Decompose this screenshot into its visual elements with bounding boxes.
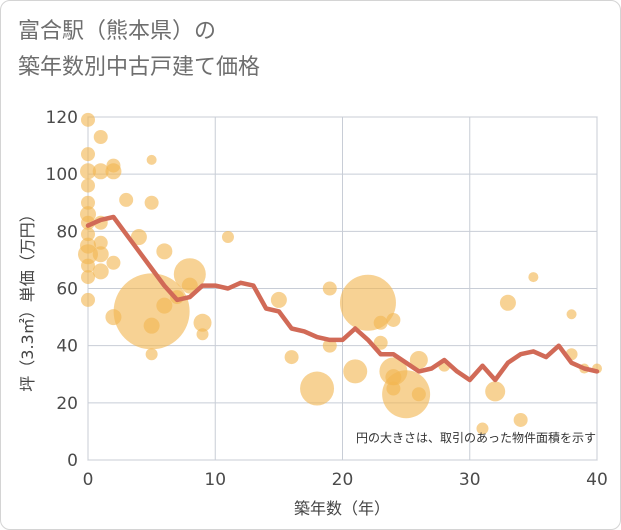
data-bubble bbox=[81, 195, 95, 210]
x-tick-label: 10 bbox=[204, 470, 226, 490]
data-bubble bbox=[81, 178, 95, 193]
data-bubble bbox=[143, 317, 160, 334]
data-bubble bbox=[81, 112, 95, 127]
data-bubble bbox=[221, 231, 234, 244]
x-tick-label: 40 bbox=[586, 470, 608, 490]
y-tick-label: 0 bbox=[67, 451, 78, 471]
y-tick-label: 40 bbox=[56, 337, 78, 357]
chart-title: 富合駅（熊本県）の 築年数別中古戸建て価格 bbox=[18, 14, 260, 86]
data-bubble bbox=[513, 412, 528, 427]
data-bubble bbox=[373, 335, 388, 350]
data-bubble bbox=[144, 195, 159, 210]
data-bubble bbox=[270, 291, 287, 308]
data-bubble bbox=[93, 235, 108, 250]
data-bubble bbox=[130, 229, 147, 246]
y-tick-label: 100 bbox=[46, 165, 78, 185]
data-bubble bbox=[411, 387, 426, 402]
trend-line bbox=[85, 214, 600, 383]
x-axis-label: 築年数（年） bbox=[294, 499, 390, 518]
y-tick-label: 20 bbox=[56, 394, 78, 414]
chart-title-line2: 築年数別中古戸建て価格 bbox=[18, 55, 261, 80]
y-tick-label: 80 bbox=[56, 222, 78, 242]
data-bubble bbox=[499, 294, 516, 311]
data-bubble bbox=[80, 163, 96, 180]
data-bubble bbox=[92, 163, 109, 180]
data-bubble bbox=[146, 154, 157, 165]
data-bubble bbox=[173, 258, 206, 291]
data-bubble bbox=[106, 255, 121, 270]
x-tick-label: 0 bbox=[83, 470, 94, 490]
data-bubble bbox=[156, 243, 173, 260]
data-bubble bbox=[105, 163, 122, 180]
data-bubble bbox=[528, 272, 539, 283]
data-bubble bbox=[78, 244, 98, 265]
data-bubble bbox=[181, 277, 198, 294]
data-bubble bbox=[92, 263, 109, 280]
data-bubble bbox=[409, 350, 428, 369]
data-bubble bbox=[476, 422, 489, 435]
data-bubble bbox=[322, 338, 337, 353]
data-bubble bbox=[81, 292, 95, 307]
data-bubble bbox=[93, 130, 108, 145]
data-bubble bbox=[193, 313, 212, 332]
x-tick-label: 30 bbox=[459, 470, 481, 490]
data-bubble bbox=[145, 348, 158, 361]
chart-title-line1: 富合駅（熊本県）の bbox=[18, 19, 217, 44]
data-bubble bbox=[343, 359, 368, 384]
data-bubble bbox=[156, 297, 173, 314]
data-bubble bbox=[81, 147, 95, 162]
data-bubble bbox=[81, 227, 95, 242]
y-tick-label: 60 bbox=[56, 280, 78, 300]
x-tick-label: 20 bbox=[332, 470, 354, 490]
data-bubble bbox=[386, 312, 401, 327]
data-bubble bbox=[119, 192, 134, 207]
data-bubble bbox=[300, 371, 335, 406]
data-bubble bbox=[196, 328, 209, 341]
data-bubble bbox=[284, 350, 299, 365]
trend-layer bbox=[85, 214, 600, 383]
data-bubble bbox=[373, 315, 388, 330]
tick-labels: 0 20 40 60 80 100 120 0 10 20 30 40 bbox=[46, 108, 608, 490]
y-tick-label: 120 bbox=[46, 108, 78, 128]
data-bubble bbox=[322, 281, 337, 296]
data-bubble bbox=[485, 381, 506, 402]
data-bubble bbox=[81, 258, 95, 273]
data-bubble bbox=[566, 309, 577, 320]
data-bubble bbox=[81, 270, 95, 285]
bubble-size-note: 円の大きさは、取引のあった物件面積を示す bbox=[356, 430, 596, 445]
y-axis-label: 坪（3.3㎡）単価（万円） bbox=[18, 206, 37, 391]
data-bubble bbox=[382, 370, 431, 419]
data-bubble bbox=[92, 246, 109, 263]
